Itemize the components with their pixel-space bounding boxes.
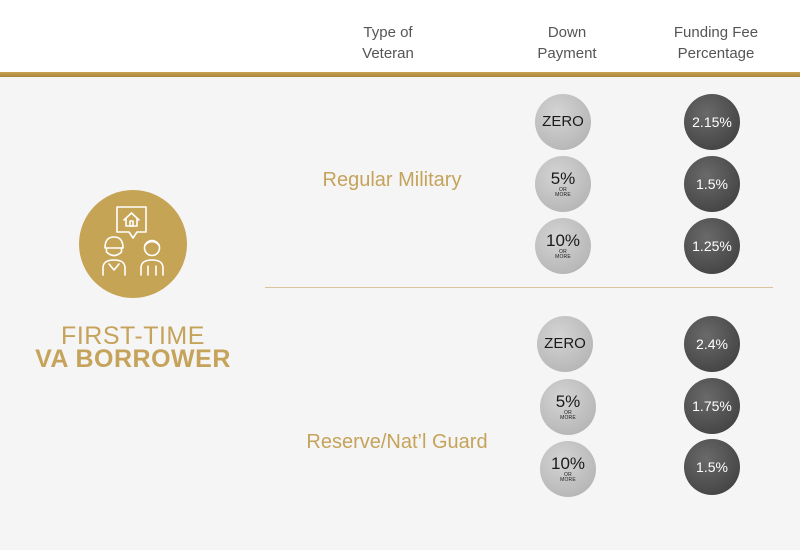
funding-fee-value: 1.75% bbox=[692, 398, 732, 414]
veteran-type-regular-military: Regular Military bbox=[322, 169, 462, 191]
funding-fee-value: 2.15% bbox=[692, 114, 732, 130]
down-payment-note: OR MORE bbox=[560, 410, 576, 421]
header-type-line2: Veteran bbox=[362, 45, 414, 62]
title-first-time: FIRST-TIME bbox=[61, 322, 205, 350]
table-header: Type of Veteran Down Payment Funding Fee… bbox=[0, 0, 800, 72]
funding-fee-circle: 2.15% bbox=[684, 94, 740, 150]
down-payment-value: 5% bbox=[555, 392, 581, 411]
header-fee-line2: Percentage bbox=[677, 45, 755, 62]
veterans-house-icon bbox=[79, 190, 187, 298]
title-va-borrower: VA BORROWER bbox=[35, 345, 231, 373]
header-funding-fee: Funding Fee Percentage bbox=[646, 22, 786, 64]
down-payment-note: OR MORE bbox=[560, 472, 576, 483]
header-divider bbox=[0, 72, 800, 77]
funding-fee-circle: 1.75% bbox=[684, 378, 740, 434]
veteran-type-reserve-guard: Reserve/Nat’l Guard bbox=[306, 431, 488, 453]
header-fee-line1: Funding Fee bbox=[673, 24, 759, 41]
funding-fee-circle: 2.4% bbox=[684, 316, 740, 372]
down-payment-circle: ZERO bbox=[537, 316, 593, 372]
funding-fee-circle: 1.25% bbox=[684, 218, 740, 274]
header-type-of-veteran: Type of Veteran bbox=[318, 22, 458, 64]
down-payment-circle: 5% OR MORE bbox=[540, 379, 596, 435]
funding-fee-circle: 1.5% bbox=[684, 439, 740, 495]
down-payment-circle: 10% OR MORE bbox=[540, 441, 596, 497]
down-payment-circle: ZERO bbox=[535, 94, 591, 150]
down-payment-value: 5% bbox=[550, 169, 576, 188]
header-down-line1: Down bbox=[547, 24, 587, 41]
down-payment-value: ZERO bbox=[544, 335, 586, 352]
funding-fee-value: 1.5% bbox=[696, 459, 728, 475]
group-divider bbox=[265, 287, 773, 288]
down-payment-circle: 10% OR MORE bbox=[535, 218, 591, 274]
down-payment-value: 10% bbox=[545, 231, 581, 250]
down-payment-note: OR MORE bbox=[555, 249, 571, 260]
header-down-line2: Payment bbox=[537, 45, 597, 62]
down-payment-note: OR MORE bbox=[555, 187, 571, 198]
funding-fee-value: 1.25% bbox=[692, 238, 732, 254]
down-payment-value: ZERO bbox=[542, 113, 584, 130]
funding-fee-value: 1.5% bbox=[696, 176, 728, 192]
header-down-payment: Down Payment bbox=[497, 22, 637, 64]
funding-fee-value: 2.4% bbox=[696, 336, 728, 352]
header-type-line1: Type of bbox=[363, 24, 413, 41]
down-payment-circle: 5% OR MORE bbox=[535, 156, 591, 212]
funding-fee-circle: 1.5% bbox=[684, 156, 740, 212]
down-payment-value: 10% bbox=[550, 454, 586, 473]
